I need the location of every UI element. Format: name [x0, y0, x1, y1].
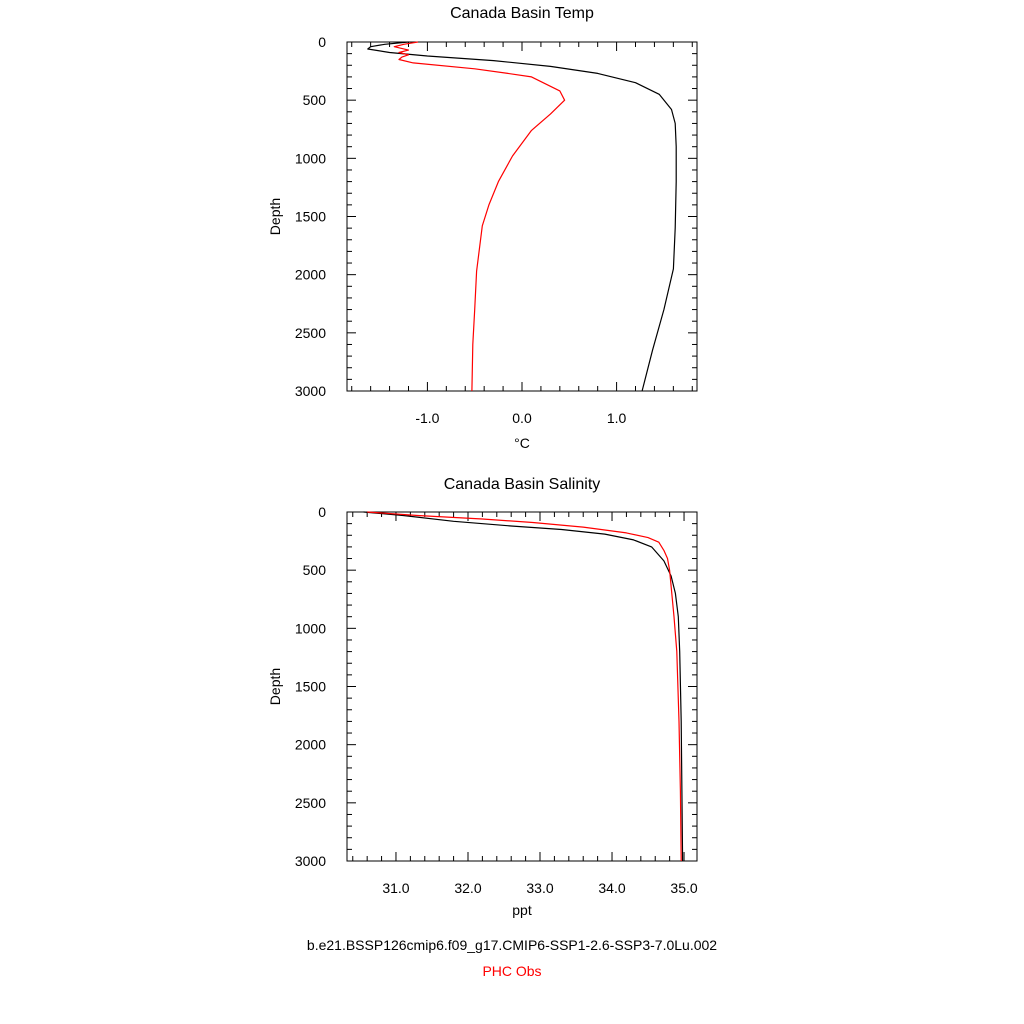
- temp-x-tick-label: 0.0: [512, 410, 532, 426]
- salinity-y-tick-label: 2500: [295, 795, 326, 811]
- temperature-panel: Canada Basin Temp -1.0 0.0 1.0 0 500 1000 1500 2…: [267, 5, 698, 451]
- salinity-chart-title: Canada Basin Salinity: [444, 476, 601, 493]
- temp-y-tick-label: 2500: [295, 325, 326, 341]
- legend-obs-label: PHC Obs: [482, 963, 542, 979]
- temp-model-line: [367, 41, 677, 392]
- temp-chart-title: Canada Basin Temp: [450, 5, 594, 22]
- salinity-y-tick-label: 1500: [295, 679, 326, 695]
- temp-x-tick-label: 1.0: [607, 410, 627, 426]
- salinity-y-tick-label: 1000: [295, 620, 326, 636]
- salinity-plot-frame: [346, 511, 698, 862]
- temp-y-axis-label: Depth: [267, 198, 283, 235]
- salinity-y-tick-label: 0: [318, 504, 326, 520]
- temp-x-tick-label: -1.0: [415, 410, 439, 426]
- salinity-x-tick-label: 31.0: [382, 880, 409, 896]
- salinity-x-tick-label: 33.0: [526, 880, 553, 896]
- legend-model-label: b.e21.BSSP126cmip6.f09_g17.CMIP6-SSP1-2.…: [306, 937, 718, 953]
- temp-obs-line: [393, 41, 566, 392]
- salinity-panel: Canada Basin Salinity 31.0 32.0 33.0 34.0 35.…: [267, 476, 698, 918]
- temp-x-axis-label: °C: [514, 435, 530, 451]
- temp-y-tick-label: 1500: [295, 209, 326, 225]
- salinity-x-axis-label: ppt: [512, 902, 532, 918]
- salinity-y-tick-label: 2000: [295, 737, 326, 753]
- salinity-model-line: [363, 511, 684, 862]
- temp-y-tick-label: 0: [318, 34, 326, 50]
- temp-plot-frame: [346, 41, 698, 392]
- salinity-y-tick-label: 500: [303, 562, 327, 578]
- temp-y-tick-label: 3000: [295, 383, 326, 399]
- salinity-y-tick-label: 3000: [295, 853, 326, 869]
- salinity-x-tick-label: 35.0: [670, 880, 697, 896]
- temp-y-tick-label: 500: [303, 92, 327, 108]
- salinity-obs-line: [367, 511, 682, 862]
- salinity-x-tick-label: 32.0: [454, 880, 481, 896]
- salinity-y-axis-label: Depth: [267, 668, 283, 705]
- temp-y-tick-label: 2000: [295, 267, 326, 283]
- temp-y-tick-label: 1000: [295, 150, 326, 166]
- salinity-x-tick-label: 34.0: [598, 880, 625, 896]
